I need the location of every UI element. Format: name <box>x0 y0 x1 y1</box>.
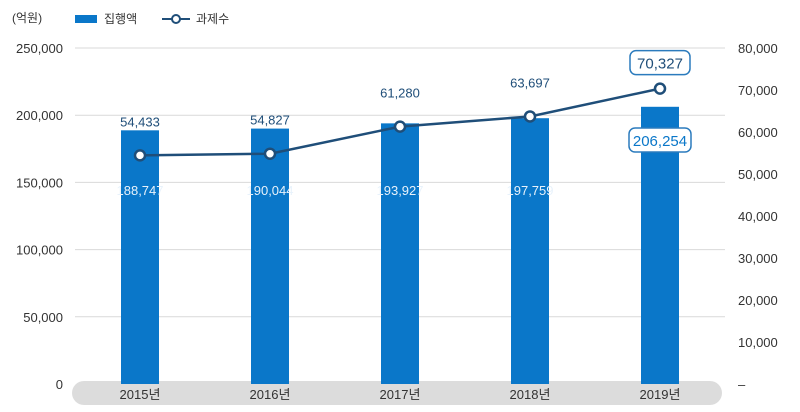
legend-bar-label: 집행액 <box>104 11 137 26</box>
line-data-label: 70,327 <box>637 56 683 73</box>
bar <box>381 123 419 384</box>
y-left-tick-label: 200,000 <box>16 108 63 123</box>
unit-label: (억원) <box>12 11 42 25</box>
bar <box>121 130 159 384</box>
x-tick-label: 2018년 <box>510 387 551 402</box>
callout-box <box>628 127 692 153</box>
y-right-tick-label: 10,000 <box>738 335 778 350</box>
x-axis-band <box>72 381 722 405</box>
bar <box>251 128 289 384</box>
y-left-tick-label: 0 <box>56 377 63 392</box>
y-right-tick-label: – <box>738 377 746 392</box>
y-right-tick-label: 70,000 <box>738 83 778 98</box>
y-right-tick-label: 50,000 <box>738 167 778 182</box>
line-point <box>653 82 667 95</box>
bar-data-label: 206,254 <box>633 133 687 150</box>
x-tick-label: 2015년 <box>120 387 161 402</box>
line-data-label: 61,280 <box>380 86 420 101</box>
y-left-tick-label: 250,000 <box>16 41 63 56</box>
line-point <box>523 110 537 123</box>
bar-data-label: 190,044 <box>247 183 294 198</box>
y-right-tick-label: 20,000 <box>738 293 778 308</box>
line-point <box>133 149 147 162</box>
legend-line-label: 과제수 <box>196 12 229 26</box>
bar <box>511 118 549 384</box>
line-data-label: 54,827 <box>250 113 290 128</box>
legend-bar-swatch <box>75 15 97 23</box>
x-tick-label: 2017년 <box>380 387 421 402</box>
x-tick-label: 2016년 <box>250 387 291 402</box>
bar-data-label: 197,759 <box>507 183 554 198</box>
callout-box <box>629 49 691 76</box>
y-right-tick-label: 30,000 <box>738 251 778 266</box>
bar-data-label: 188,747 <box>117 183 164 198</box>
line-data-label: 63,697 <box>510 75 550 90</box>
line-point <box>393 120 407 133</box>
x-tick-label: 2019년 <box>640 387 681 402</box>
y-left-tick-label: 100,000 <box>16 243 63 258</box>
y-left-tick-label: 50,000 <box>23 310 63 325</box>
legend-line-marker <box>171 14 181 24</box>
y-right-tick-label: 40,000 <box>738 209 778 224</box>
line-point <box>263 147 277 160</box>
bar <box>641 106 679 385</box>
y-right-tick-label: 80,000 <box>738 41 778 56</box>
bar-data-label: 193,927 <box>377 183 424 198</box>
line-data-label: 54,433 <box>120 114 160 129</box>
y-right-tick-label: 60,000 <box>738 125 778 140</box>
y-left-tick-label: 150,000 <box>16 175 63 190</box>
